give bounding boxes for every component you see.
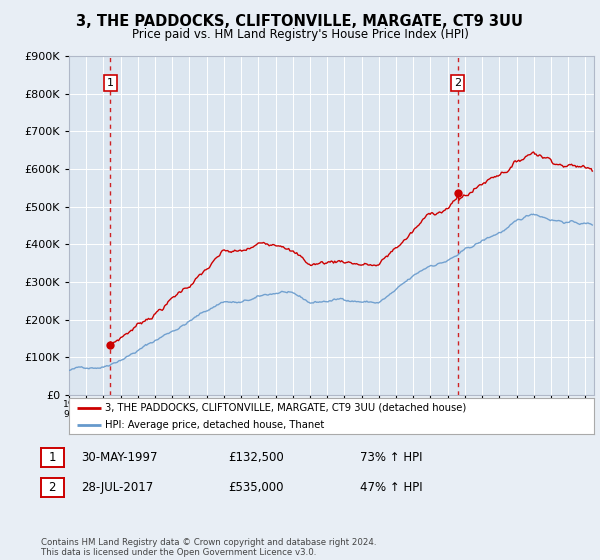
Text: HPI: Average price, detached house, Thanet: HPI: Average price, detached house, Than…	[105, 419, 324, 430]
Text: 28-JUL-2017: 28-JUL-2017	[81, 481, 153, 494]
Text: £132,500: £132,500	[228, 451, 284, 464]
Text: Price paid vs. HM Land Registry's House Price Index (HPI): Price paid vs. HM Land Registry's House …	[131, 28, 469, 41]
Text: 1: 1	[107, 78, 114, 88]
Text: 2: 2	[454, 78, 461, 88]
Text: 3, THE PADDOCKS, CLIFTONVILLE, MARGATE, CT9 3UU (detached house): 3, THE PADDOCKS, CLIFTONVILLE, MARGATE, …	[105, 403, 466, 413]
Text: £535,000: £535,000	[228, 481, 284, 494]
Text: 73% ↑ HPI: 73% ↑ HPI	[360, 451, 422, 464]
Text: Contains HM Land Registry data © Crown copyright and database right 2024.
This d: Contains HM Land Registry data © Crown c…	[41, 538, 376, 557]
Text: 2: 2	[49, 481, 56, 494]
Text: 47% ↑ HPI: 47% ↑ HPI	[360, 481, 422, 494]
Text: 1: 1	[49, 451, 56, 464]
Text: 30-MAY-1997: 30-MAY-1997	[81, 451, 157, 464]
Text: 3, THE PADDOCKS, CLIFTONVILLE, MARGATE, CT9 3UU: 3, THE PADDOCKS, CLIFTONVILLE, MARGATE, …	[77, 14, 523, 29]
